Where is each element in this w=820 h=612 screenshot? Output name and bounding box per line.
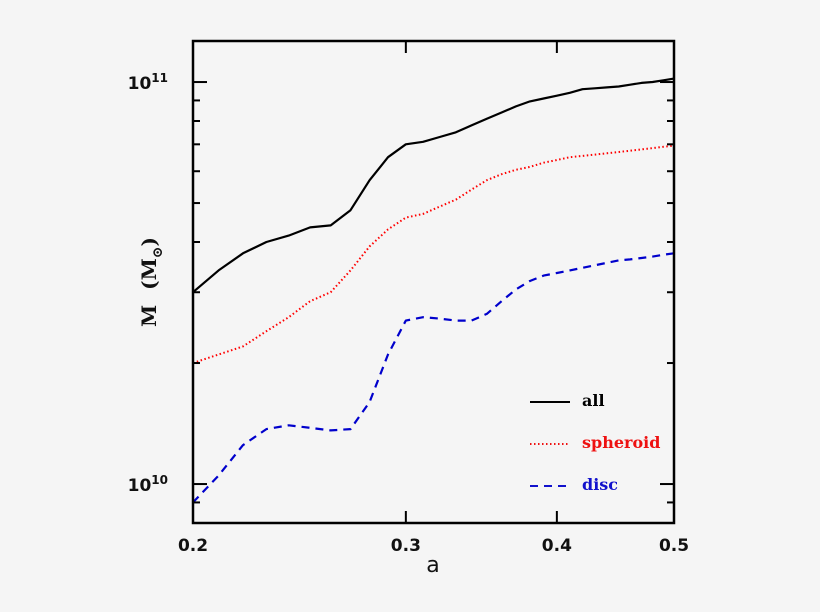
x-tick-label: 0.3 [391,536,421,556]
tick-labels: 0.2 0.3 0.4 0.5 1010 1011 [128,71,689,556]
legend-item-spheroid: spheroid [530,433,660,452]
svg-text:M (M⊙): M (M⊙) [137,237,166,327]
series-line-disc [192,252,675,504]
plot-frame [191,39,676,525]
series-line-all [192,77,675,294]
legend: all spheroid disc [530,391,660,494]
plot-lines [192,77,675,504]
y-tick-label: 1011 [128,71,168,94]
solar-mass-symbol: ⊙ [150,247,166,259]
y-axis-title-main: M [137,305,161,327]
x-axis-title: a [426,553,439,578]
legend-item-all: all [530,391,605,410]
x-tick-label: 0.2 [178,536,208,556]
y-tick-label: 1010 [128,473,168,496]
legend-label: all [582,391,605,410]
y-axis-title: M (M⊙) [137,237,166,327]
legend-label: disc [582,475,618,494]
legend-item-disc: disc [530,475,618,494]
series-line-spheroid [192,144,675,364]
legend-label: spheroid [582,433,660,452]
axis-ticks [192,41,675,524]
x-tick-label: 0.5 [659,536,689,556]
x-tick-label: 0.4 [542,536,572,556]
